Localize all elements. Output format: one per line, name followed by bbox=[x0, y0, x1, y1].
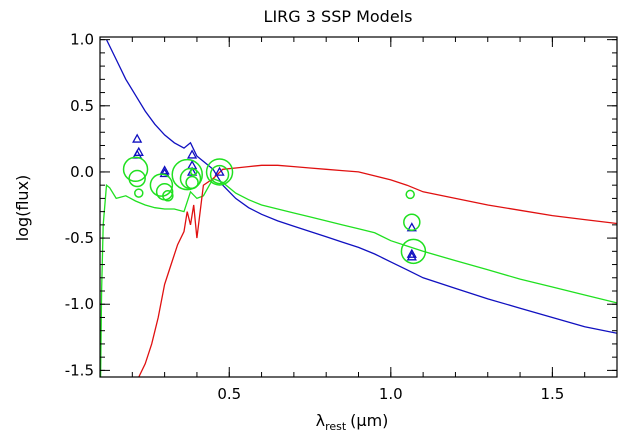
x-tick-label: 1.0 bbox=[379, 385, 403, 403]
circle-point bbox=[122, 156, 149, 183]
y-tick-label: 1.0 bbox=[70, 31, 94, 49]
circle-point bbox=[405, 189, 415, 200]
triangle-point bbox=[159, 167, 170, 178]
series-line-red bbox=[138, 164, 617, 377]
x-axis-title-subscript: rest bbox=[325, 420, 347, 433]
circle-point bbox=[185, 175, 199, 190]
y-tick-label: 0.0 bbox=[70, 163, 94, 181]
circle-point bbox=[171, 158, 203, 191]
triangle-point bbox=[159, 165, 170, 175]
x-tick-label: 1.5 bbox=[540, 385, 564, 403]
circle-point bbox=[209, 164, 230, 185]
circle-point bbox=[403, 213, 421, 231]
circle-point bbox=[134, 188, 144, 198]
circle-point bbox=[149, 173, 174, 197]
y-axis-title: log(flux) bbox=[13, 175, 32, 242]
y-tick-label: -0.5 bbox=[65, 229, 94, 247]
axes: 0.5 1.0 1.5 1.0 0.5 0.0 -0.5 -1.0 -1.5 bbox=[65, 31, 618, 403]
triangle-point bbox=[406, 248, 417, 258]
plot-area bbox=[100, 39, 617, 377]
series-line-blue bbox=[105, 39, 617, 334]
circle-point bbox=[189, 168, 198, 176]
circle-point bbox=[400, 238, 427, 265]
circle-point bbox=[128, 169, 146, 188]
circle-point bbox=[162, 190, 174, 202]
y-tick-label: 0.5 bbox=[70, 97, 94, 115]
series-line-green bbox=[100, 177, 617, 377]
x-axis-title-lambda: λ bbox=[316, 411, 325, 430]
triangle-point bbox=[406, 251, 417, 261]
plot-frame bbox=[99, 36, 618, 378]
chart-title: LIRG 3 SSP Models bbox=[264, 7, 413, 26]
triangle-point bbox=[132, 133, 143, 143]
triangle-point bbox=[186, 149, 198, 159]
y-tick-label: -1.5 bbox=[65, 361, 94, 379]
triangle-point bbox=[214, 166, 225, 176]
circle-point bbox=[205, 158, 234, 186]
x-tick-label: 0.5 bbox=[217, 385, 241, 403]
x-axis-title-unit: (μm) bbox=[350, 411, 388, 430]
x-axis-title: λrest (μm) bbox=[316, 411, 389, 433]
y-tick-label: -1.0 bbox=[65, 295, 94, 313]
